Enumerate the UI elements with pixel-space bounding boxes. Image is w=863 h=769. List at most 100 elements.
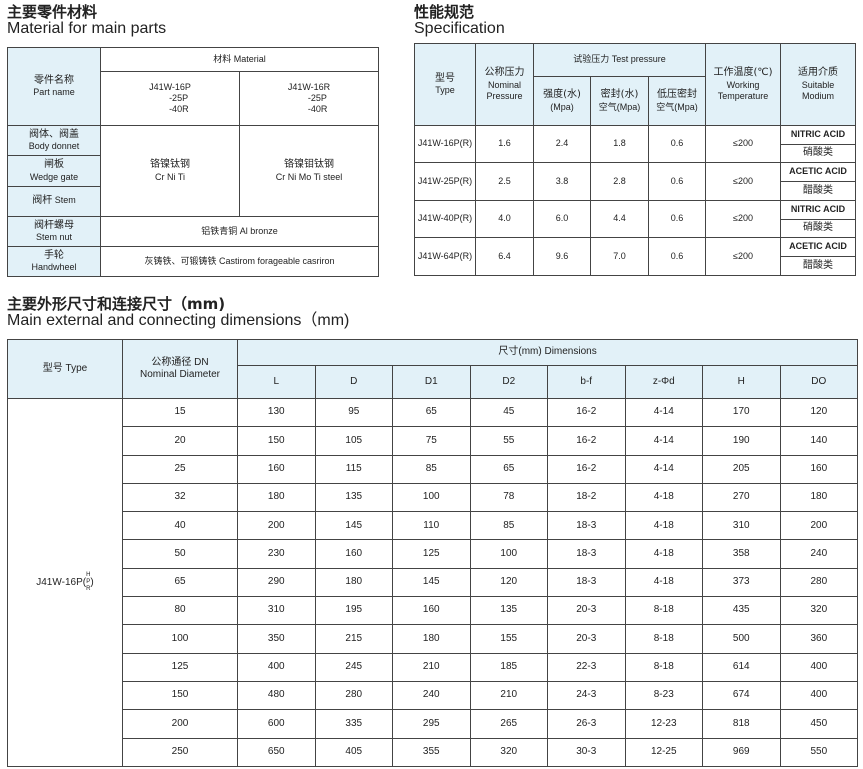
version-p: J41W-16P -25P -40R (100, 71, 240, 126)
spec-nominal: 1.6 (475, 125, 534, 163)
part-stem-nut: 阀杆螺母 Stem nut (7, 216, 101, 247)
dim-value: 85 (392, 454, 471, 484)
material-stem-nut: 铝铁青铜 Al bronze (99, 216, 380, 247)
dim-value: 85 (469, 511, 548, 541)
dim-value: 135 (469, 596, 548, 626)
spec-low: 0.6 (647, 200, 707, 238)
spec-seal: 2.8 (590, 162, 649, 201)
spec-row: J41W-40P(R) 4.0 6.0 4.4 0.6 ≤200 NITRIC ACID (414, 200, 857, 238)
spec-seal: 7.0 (590, 237, 649, 276)
materials-title-zh: 主要零件材料 (7, 3, 98, 21)
dim-value: 160 (779, 454, 859, 484)
dim-col-header: D1 (392, 365, 471, 399)
dim-model: J41W-16P(H P R) (7, 398, 123, 767)
dim-value: 12-23 (624, 709, 703, 739)
dim-dn: 50 (122, 539, 238, 569)
dim-value: 4-18 (624, 539, 703, 569)
dim-row: 150 480 280 240 210 24-3 8-23 674 400 (8, 680, 859, 711)
dim-value: 78 (469, 482, 548, 513)
dim-value: 30-3 (547, 737, 626, 767)
dim-value: 400 (779, 652, 859, 682)
seal-header: 密封(水) 空气(Mpa) (590, 76, 649, 126)
spec-row: J41W-16P(R) 1.6 2.4 1.8 0.6 ≤200 NITRIC ACID (414, 125, 857, 163)
spec-strength: 3.8 (533, 162, 591, 201)
medium-header: 适用介质 Suitable Modium (780, 43, 857, 126)
dim-row: 80 310 195 160 135 20-3 8-18 435 320 (8, 596, 859, 626)
dim-value: 320 (779, 596, 859, 626)
dim-value: 200 (237, 511, 316, 541)
dim-row: 250 650 405 355 320 30-3 12-25 969 550 (8, 737, 859, 767)
dim-dn: 25 (122, 454, 238, 484)
dim-dn: 40 (122, 511, 238, 541)
materials-table: 零件名称 Part name 材料 Material J41W-16P -25P -4… (7, 47, 380, 277)
low-seal-header: 低压密封 空气(Mpa) (647, 76, 707, 126)
dim-value: 650 (237, 737, 316, 767)
dim-value: 280 (779, 567, 859, 598)
dim-row: 32 180 135 100 78 18-2 4-18 270 180 (8, 482, 859, 513)
dim-dn: 32 (122, 482, 238, 513)
part-stem: 阀杆 Stem (7, 186, 101, 217)
dim-row: J41W-16P(H P R) 15 130 95 65 45 16-2 4-14 170 120 (7, 397, 859, 767)
spec-row: J41W-25P(R) 2.5 3.8 2.8 0.6 ≤200 ACETIC ACID (414, 162, 857, 201)
part-wedge-gate: 闸板 Wedge gate (7, 155, 101, 187)
spec-title: 性能规范 Specification (414, 4, 505, 38)
material-crnimoti: 铬镍钼钛钢 Cr Ni Mo Ti steel (238, 125, 380, 217)
dim-value: 55 (469, 426, 548, 456)
dim-value: 8-23 (624, 680, 703, 711)
dimensions-table: 型号 Type 公称通径 DN Nominal Diameter 尺寸(mm) D… (7, 339, 859, 767)
spec-title-en: Specification (414, 19, 505, 37)
materials-title: 主要零件材料 Material for main parts (7, 3, 166, 38)
dim-value: 180 (314, 567, 393, 598)
dimensions-title-zh: 主要外形尺寸和连接尺寸（mm) (7, 295, 226, 313)
dim-value: 295 (392, 709, 471, 739)
dim-value: 205 (702, 454, 781, 484)
dim-col-header: H (702, 365, 781, 399)
dim-value: 140 (779, 426, 859, 456)
dim-value: 160 (237, 454, 316, 484)
dim-value: 373 (702, 567, 781, 598)
dim-value: 105 (314, 426, 393, 456)
spec-type: J41W-40P(R) (414, 200, 476, 238)
material-crniti: 铬镍钛钢 Cr Ni Ti (100, 125, 240, 217)
dim-value: 450 (779, 709, 859, 739)
spec-row: J41W-64P(R) 6.4 9.6 7.0 0.6 ≤200 ACETIC ACID (414, 237, 857, 276)
dimensions-title-en: Main external and connecting dimensions（… (7, 311, 350, 329)
dim-col-header: b-f (547, 365, 626, 399)
dim-value: 20-3 (547, 624, 626, 654)
dim-value: 195 (314, 596, 393, 626)
dim-value: 4-18 (624, 567, 703, 598)
dim-value: 818 (702, 709, 781, 739)
dim-value: 674 (702, 680, 781, 711)
dim-dn: 15 (122, 397, 238, 428)
material-handwheel: 灰铸铁、可锻铸铁 Castirom forageable casriron (99, 246, 380, 277)
dim-col-header: DO (779, 365, 859, 399)
spec-nominal: 6.4 (475, 237, 534, 276)
dim-value: 24-3 (547, 680, 626, 711)
dim-value: 120 (469, 567, 548, 598)
dim-row: 50 230 160 125 100 18-3 4-18 358 240 (8, 539, 859, 569)
dim-value: 180 (779, 482, 859, 513)
dim-value: 18-2 (547, 482, 626, 513)
dim-value: 335 (314, 709, 393, 739)
temp-header: 工作温度(℃) Working Temperature (705, 43, 782, 126)
specification-table: 型号 Type 公称压力 Nominal Pressure 试验压力 Test pre… (414, 43, 857, 276)
dim-value: 65 (469, 454, 548, 484)
dim-value: 145 (392, 567, 471, 598)
dim-value: 400 (237, 652, 316, 682)
spec-medium-zh: 硝酸类 (780, 144, 857, 163)
dim-value: 75 (392, 426, 471, 456)
dim-value: 265 (469, 709, 548, 739)
spec-nominal: 2.5 (475, 162, 534, 201)
dim-row: 20 150 105 75 55 16-2 4-14 190 140 (8, 426, 859, 456)
dim-value: 160 (314, 539, 393, 569)
spec-low: 0.6 (647, 162, 707, 201)
dim-value: 350 (237, 624, 316, 654)
spec-medium-zh: 硝酸类 (780, 219, 857, 238)
spec-type: J41W-25P(R) (414, 162, 476, 201)
dim-value: 360 (779, 624, 859, 654)
dn-header: 公称通径 DN Nominal Diameter (122, 339, 238, 399)
dim-col-header: D (314, 365, 393, 399)
part-handwheel: 手轮 Handwheel (7, 246, 101, 277)
dim-row: 100 350 215 180 155 20-3 8-18 500 360 (8, 624, 859, 654)
spec-low: 0.6 (647, 237, 707, 276)
